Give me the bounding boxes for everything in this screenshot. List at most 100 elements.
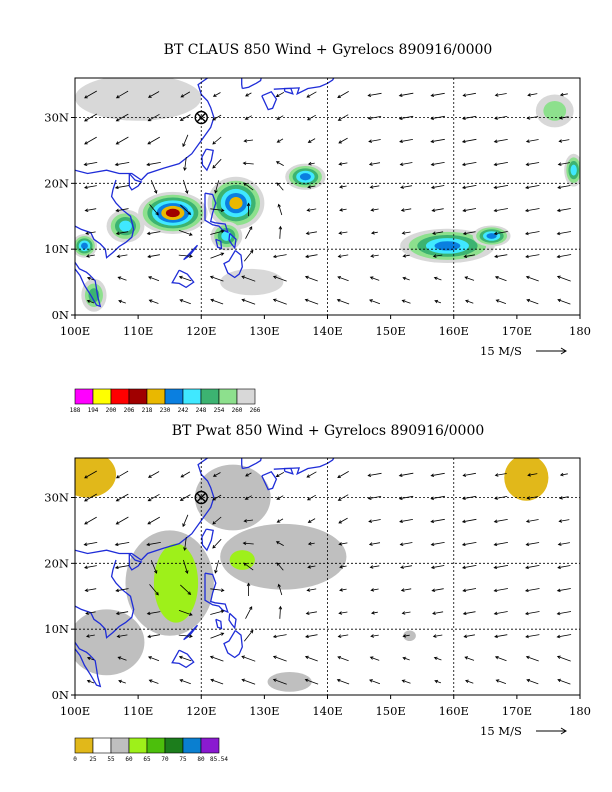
wind-arrow — [370, 588, 379, 592]
wind-arrow — [462, 565, 477, 570]
colorbar-label: 55 — [107, 756, 115, 763]
field-band — [220, 268, 284, 296]
coastline — [215, 618, 223, 630]
wind-arrow — [525, 185, 540, 190]
chart-title-top: BT CLAUS 850 Wind + Gyrelocs 890916/0000 — [164, 42, 493, 58]
wind-arrow — [464, 656, 475, 661]
x-tick-label: 160E — [439, 704, 469, 718]
colorbar-swatch — [218, 388, 238, 405]
wind-arrow — [430, 518, 445, 524]
wind-arrow — [115, 136, 129, 145]
wind-arrow — [525, 162, 540, 167]
wind-arrow — [245, 92, 252, 97]
wind-arrow — [495, 679, 507, 684]
wind-arrow — [147, 91, 160, 98]
colorbar-swatch — [128, 388, 148, 405]
wind-arrow — [462, 208, 477, 213]
wind-arrow — [493, 542, 508, 547]
wind-arrow — [241, 275, 256, 282]
field-region — [75, 609, 145, 676]
wind-arrow — [115, 231, 129, 236]
wind-arrow — [399, 162, 413, 166]
wind-arrow — [556, 275, 571, 282]
wind-arrow — [210, 252, 225, 259]
wind-arrow — [212, 114, 222, 121]
wind-arrow — [245, 606, 253, 619]
wind-arrow — [86, 679, 95, 684]
wind-arrow — [525, 231, 540, 236]
wind-arrow — [370, 231, 378, 235]
wind-arrow — [146, 162, 161, 167]
wind-arrow — [83, 565, 97, 569]
wind-arrow — [244, 495, 252, 500]
wind-arrow — [525, 254, 540, 259]
wind-arrow — [210, 678, 224, 685]
wind-arrow — [183, 536, 187, 552]
wind-arrow — [402, 634, 410, 638]
field-band — [543, 101, 567, 121]
wind-arrow — [556, 231, 572, 236]
wind-arrow — [86, 656, 95, 661]
wind-arrow — [304, 275, 318, 282]
wind-arrow — [337, 91, 349, 99]
coastline — [171, 269, 195, 289]
wind-arrow — [179, 114, 191, 121]
wind-arrow — [115, 588, 129, 593]
wind-arrow — [398, 472, 414, 477]
colorbar-label: 60 — [125, 756, 133, 763]
wind-arrow — [556, 588, 571, 593]
wind-arrow — [556, 254, 572, 259]
wind-arrow — [494, 656, 507, 662]
wind-arrow — [559, 92, 568, 97]
wind-arrow — [114, 542, 130, 547]
gyre-cross — [196, 492, 206, 503]
wind-arrow — [337, 471, 349, 479]
x-tick-label: 170E — [502, 324, 532, 338]
wind-arrow — [556, 634, 572, 639]
wind-arrow — [115, 611, 129, 616]
wind-arrow — [272, 254, 287, 259]
coastline — [273, 78, 335, 96]
wind-arrow — [277, 203, 283, 216]
field-band — [165, 208, 180, 218]
wind-arrow — [306, 91, 317, 98]
wind-arrow — [462, 588, 477, 593]
colorbar-swatch — [92, 388, 112, 405]
wind-arrow — [461, 115, 477, 120]
coastline — [201, 528, 214, 552]
coastline — [75, 261, 102, 308]
coastline — [128, 553, 143, 571]
wind-arrow — [370, 208, 379, 212]
wind-arrow — [241, 298, 256, 305]
wind-arrow — [338, 162, 348, 166]
x-tick-label: 110E — [123, 324, 153, 338]
wind-arrow — [84, 470, 97, 479]
wind-arrow — [461, 518, 477, 524]
wind-arrow — [115, 516, 129, 525]
wind-arrow — [276, 182, 284, 191]
wind-arrow — [338, 137, 348, 144]
field-band — [229, 197, 243, 210]
wind-arrow — [493, 611, 508, 616]
wind-arrow — [336, 678, 350, 685]
wind-arrow — [243, 249, 254, 262]
wind-arrow — [180, 91, 191, 98]
coastline — [75, 641, 102, 688]
wind-arrow — [432, 231, 444, 235]
wind-arrow — [337, 634, 349, 638]
field-region — [153, 543, 199, 623]
wind-arrow — [147, 493, 160, 502]
wind-arrow — [210, 588, 225, 592]
wind-arrow — [432, 254, 443, 258]
wind-arrow — [178, 230, 193, 236]
wind-arrow — [434, 299, 442, 304]
plot-panel-pwat: 100E 110E 120E 130E 140E 150E 160E 170E 180 0N 10N… — [44, 457, 591, 738]
coastline — [242, 78, 262, 90]
wind-arrow — [83, 185, 97, 189]
wind-arrow — [493, 208, 508, 213]
gyre-center-marker — [194, 490, 208, 505]
coastline — [261, 90, 278, 111]
coastline — [183, 244, 199, 261]
colorbar-label: 260 — [232, 407, 243, 414]
colorbar-label: 70 — [161, 756, 169, 763]
